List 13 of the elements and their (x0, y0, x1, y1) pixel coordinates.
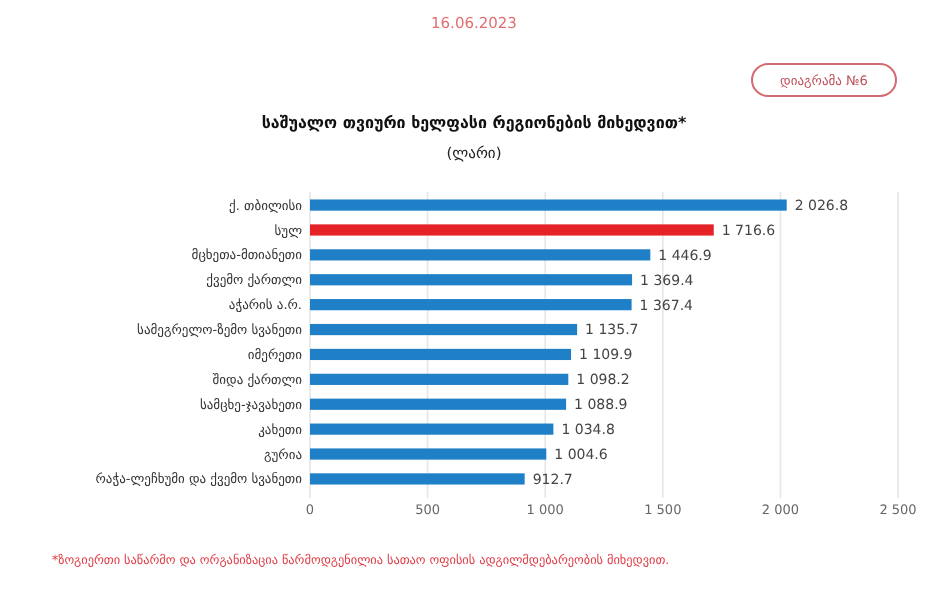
bar (310, 448, 547, 460)
bar (310, 274, 633, 286)
bar (310, 299, 632, 311)
bar (310, 423, 554, 435)
bar (310, 473, 525, 485)
bar (310, 373, 569, 385)
bar (310, 323, 578, 336)
bar (310, 348, 572, 361)
bar (310, 199, 787, 211)
chart-title: საშუალო თვიური ხელფასი რეგიონების მიხედვით* (261, 114, 688, 132)
bar (310, 249, 651, 261)
bar (310, 224, 714, 236)
bar (310, 398, 567, 410)
